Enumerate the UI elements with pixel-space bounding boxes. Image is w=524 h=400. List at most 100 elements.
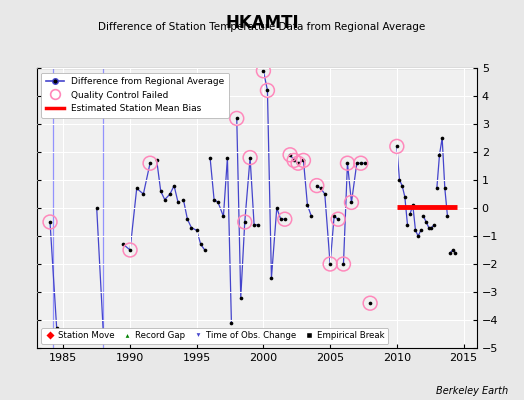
- Point: [441, 185, 449, 192]
- Point: [299, 157, 308, 164]
- Point: [449, 247, 457, 253]
- Point: [210, 196, 219, 203]
- Point: [214, 199, 222, 206]
- Text: Difference of Station Temperature Data from Regional Average: Difference of Station Temperature Data f…: [99, 22, 425, 32]
- Point: [187, 224, 195, 231]
- Point: [52, 325, 61, 332]
- Point: [343, 160, 352, 166]
- Point: [246, 154, 254, 161]
- Point: [126, 247, 134, 253]
- Point: [438, 135, 446, 141]
- Point: [146, 160, 154, 166]
- Point: [392, 143, 401, 150]
- Point: [290, 157, 298, 164]
- Point: [339, 261, 347, 267]
- Point: [401, 194, 409, 200]
- Point: [419, 213, 428, 220]
- Point: [192, 227, 201, 234]
- Point: [166, 191, 174, 197]
- Point: [303, 202, 312, 208]
- Point: [326, 261, 334, 267]
- Point: [403, 222, 412, 228]
- Point: [411, 227, 420, 234]
- Point: [409, 202, 417, 208]
- Point: [139, 191, 148, 197]
- Point: [160, 196, 169, 203]
- Point: [313, 182, 321, 189]
- Point: [334, 216, 342, 222]
- Text: Berkeley Earth: Berkeley Earth: [436, 386, 508, 396]
- Point: [286, 152, 294, 158]
- Point: [99, 331, 107, 337]
- Point: [286, 152, 294, 158]
- Point: [263, 87, 271, 94]
- Point: [435, 152, 444, 158]
- Point: [246, 154, 254, 161]
- Point: [227, 320, 236, 326]
- Point: [357, 160, 365, 166]
- Point: [343, 160, 352, 166]
- Point: [277, 216, 285, 222]
- Point: [321, 191, 329, 197]
- Point: [280, 216, 289, 222]
- Point: [183, 216, 192, 222]
- Point: [179, 196, 188, 203]
- Point: [223, 154, 232, 161]
- Point: [126, 247, 134, 253]
- Point: [366, 300, 374, 306]
- Point: [236, 294, 245, 301]
- Legend: Station Move, Record Gap, Time of Obs. Change, Empirical Break: Station Move, Record Gap, Time of Obs. C…: [41, 328, 388, 344]
- Point: [398, 182, 406, 189]
- Point: [427, 224, 435, 231]
- Point: [294, 160, 302, 166]
- Point: [146, 160, 154, 166]
- Point: [93, 205, 101, 211]
- Point: [259, 68, 268, 74]
- Point: [46, 219, 54, 225]
- Point: [250, 222, 258, 228]
- Point: [330, 213, 339, 220]
- Point: [339, 261, 347, 267]
- Point: [334, 216, 342, 222]
- Point: [133, 185, 141, 192]
- Point: [313, 182, 321, 189]
- Point: [366, 300, 374, 306]
- Point: [422, 219, 430, 225]
- Point: [46, 219, 54, 225]
- Point: [316, 185, 325, 192]
- Point: [267, 275, 276, 281]
- Point: [196, 241, 205, 248]
- Point: [417, 227, 425, 234]
- Point: [259, 68, 268, 74]
- Point: [280, 216, 289, 222]
- Point: [357, 160, 365, 166]
- Point: [395, 177, 403, 183]
- Point: [233, 115, 241, 122]
- Point: [392, 143, 401, 150]
- Point: [233, 115, 241, 122]
- Point: [307, 213, 315, 220]
- Text: HKAMTI: HKAMTI: [225, 14, 299, 32]
- Point: [263, 87, 271, 94]
- Point: [347, 199, 356, 206]
- Point: [353, 160, 361, 166]
- Point: [451, 250, 460, 256]
- Point: [414, 233, 422, 239]
- Point: [406, 210, 414, 217]
- Point: [241, 219, 249, 225]
- Point: [272, 205, 281, 211]
- Point: [361, 160, 369, 166]
- Point: [174, 199, 182, 206]
- Point: [446, 250, 454, 256]
- Point: [347, 199, 356, 206]
- Point: [206, 154, 214, 161]
- Point: [290, 157, 298, 164]
- Point: [430, 222, 439, 228]
- Point: [424, 224, 433, 231]
- Point: [254, 222, 263, 228]
- Point: [157, 188, 165, 194]
- Point: [294, 160, 302, 166]
- Point: [152, 157, 161, 164]
- Point: [326, 261, 334, 267]
- Point: [299, 157, 308, 164]
